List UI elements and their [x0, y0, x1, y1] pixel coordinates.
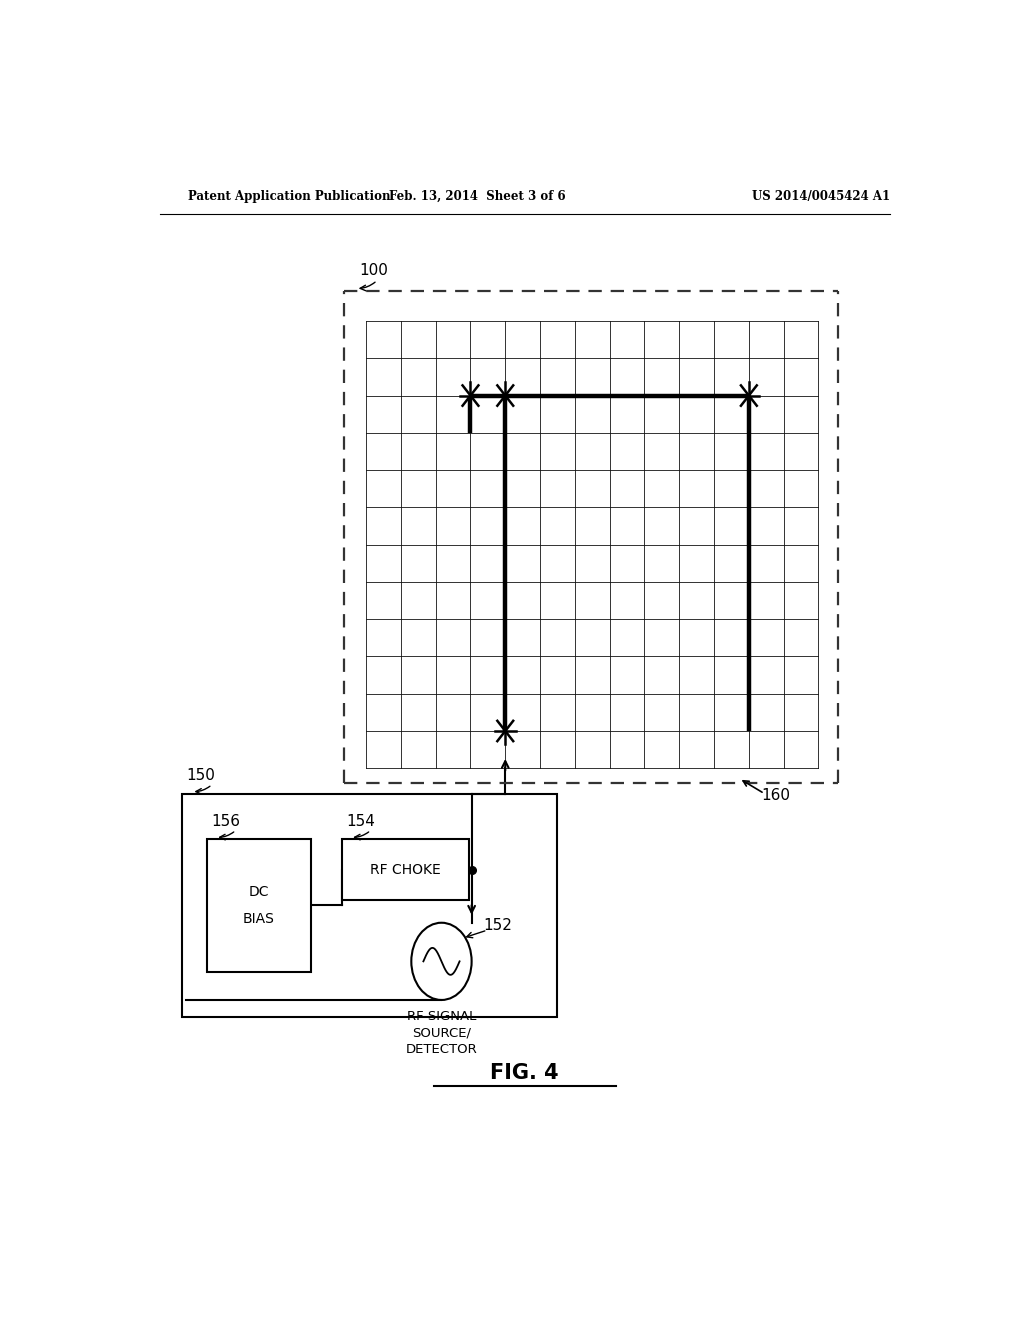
Text: RF SIGNAL
SOURCE/
DETECTOR: RF SIGNAL SOURCE/ DETECTOR [406, 1010, 477, 1056]
Text: 100: 100 [359, 263, 388, 279]
Text: BIAS: BIAS [243, 912, 274, 925]
Text: FIG. 4: FIG. 4 [490, 1063, 559, 1084]
Text: 154: 154 [346, 814, 375, 829]
Text: 160: 160 [761, 788, 791, 803]
Text: Feb. 13, 2014  Sheet 3 of 6: Feb. 13, 2014 Sheet 3 of 6 [389, 190, 565, 202]
Text: RF CHOKE: RF CHOKE [371, 863, 441, 876]
Text: Patent Application Publication: Patent Application Publication [187, 190, 390, 202]
Bar [182, 793, 557, 1018]
Text: DC: DC [249, 886, 269, 899]
Text: 150: 150 [186, 768, 215, 784]
Bar [342, 840, 469, 900]
Text: 152: 152 [483, 919, 512, 933]
Bar [207, 840, 310, 972]
Text: US 2014/0045424 A1: US 2014/0045424 A1 [752, 190, 890, 202]
Text: 156: 156 [211, 814, 241, 829]
